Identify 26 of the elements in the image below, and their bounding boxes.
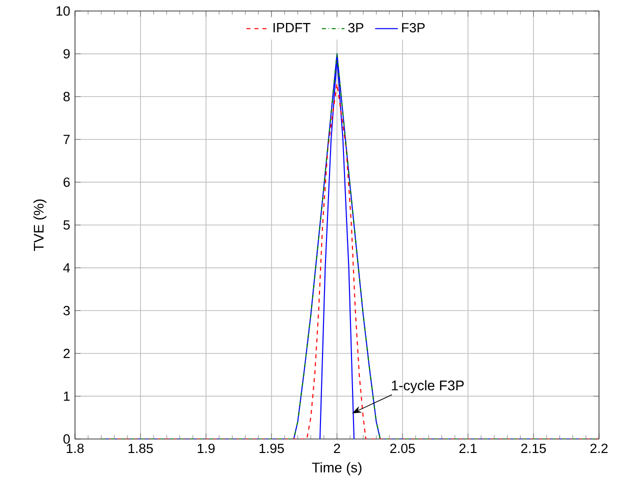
x-tick-label: 2.05 — [390, 444, 415, 454]
x-tick-label: 1.8 — [66, 444, 84, 454]
y-tick-label: 9 — [64, 49, 70, 58]
y-axis-title: TVE (%) — [33, 200, 46, 252]
legend-label: 3P — [348, 23, 364, 32]
annotation: 1-cycle F3P — [392, 380, 464, 394]
x-tick-label: 1.85 — [128, 444, 153, 454]
legend-label: F3P — [402, 23, 425, 32]
y-tick-label: 10 — [56, 6, 70, 16]
y-tick-label: 1 — [64, 392, 70, 401]
y-tick-label: 6 — [64, 178, 70, 187]
y-tick-label: 8 — [64, 92, 70, 102]
x-tick-label: 2.2 — [590, 444, 608, 453]
y-tick-label: 0 — [63, 434, 70, 444]
legend-label: IPDFT — [274, 23, 310, 32]
x-tick-label: 2.15 — [521, 444, 546, 454]
y-tick-label: 3 — [63, 306, 70, 316]
y-tick-label: 4 — [63, 263, 70, 272]
y-tick-label: 7 — [64, 134, 70, 144]
x-tick-label: 1.95 — [260, 444, 284, 454]
y-tick-label: 5 — [63, 220, 70, 230]
x-tick-label: 1.9 — [198, 444, 215, 454]
x-tick-label: 2.1 — [459, 444, 477, 453]
x-axis-title: Time (s) — [312, 462, 362, 476]
y-tick-label: 2 — [64, 348, 70, 358]
x-tick-label: 2 — [334, 444, 340, 453]
